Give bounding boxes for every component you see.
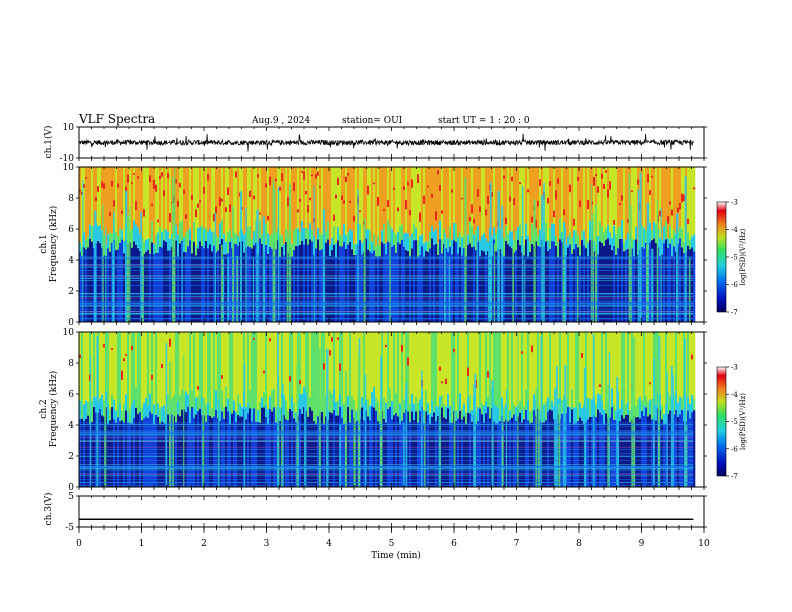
ch2-spectrogram-ylabel-line: ch.2 bbox=[39, 399, 49, 418]
ch2-spectrogram-ytick-label: 8 bbox=[68, 359, 74, 369]
ch1-waveform-trace bbox=[78, 133, 694, 152]
ch1-spectrogram-ylabel-line: ch.1 bbox=[39, 234, 49, 253]
ch1-spectrogram-panel: 0 2 4 6 8 10 bbox=[63, 163, 707, 328]
ch1-spectrogram-colorbar-tick-label: -7 bbox=[731, 309, 738, 317]
figure-title: VLF Spectra bbox=[78, 112, 155, 126]
ch3-waveform-ytick-label: -5 bbox=[65, 523, 74, 533]
ch1-spectrogram-ytick-label: 6 bbox=[68, 225, 74, 235]
ch2-spectrogram-ytick-label: 6 bbox=[68, 390, 74, 400]
ch2-spectrogram-ytick-label: 10 bbox=[63, 328, 75, 338]
x-axis-label: Time (min) bbox=[371, 550, 421, 561]
x-tick-label: 5 bbox=[389, 539, 395, 549]
ch2-spectrogram-panel: 0 2 4 6 8 10 bbox=[63, 328, 707, 493]
ch1-spectrogram-ylabel-line: Frequency (kHz) bbox=[48, 206, 59, 283]
x-tick-label: 7 bbox=[514, 539, 520, 549]
x-axis-ticks: 0 1 2 3 4 5 6 7 8 9 10 bbox=[76, 527, 710, 549]
x-tick-label: 9 bbox=[639, 539, 645, 549]
ch1-spectrogram-ytick-label: 8 bbox=[68, 194, 74, 204]
ch2-spectrogram-ytick-label: 2 bbox=[68, 452, 74, 462]
x-tick-label: 3 bbox=[264, 539, 270, 549]
ch2-spectrogram-colorbar-bar bbox=[716, 366, 727, 477]
station-label: station= OUI bbox=[342, 116, 403, 126]
x-tick-label: 2 bbox=[201, 539, 207, 549]
ch1-spectrogram-ytick-label: 2 bbox=[68, 287, 74, 297]
ch2-spectrogram-colorbar-tick-label: -6 bbox=[731, 445, 738, 453]
ch2-colorbar: -3 -4 -5 -6 -7 log(PSD)(V²/Hz) bbox=[716, 364, 747, 481]
ch1-waveform-ytick-label: -10 bbox=[60, 154, 75, 164]
ch1-spectrogram-ytick-label: 0 bbox=[68, 318, 74, 328]
ch1-spectrogram-colorbar-bar bbox=[716, 201, 727, 313]
x-tick-label: 0 bbox=[76, 539, 82, 549]
ch1-spectrogram-ytick-label: 10 bbox=[63, 163, 75, 173]
ch1-spectrogram-colorbar-tick-label: -6 bbox=[731, 281, 738, 289]
ch1-spectrogram-ylabel: ch.1 Frequency (kHz) bbox=[39, 206, 59, 283]
x-tick-label: 1 bbox=[139, 539, 145, 549]
date-label: Aug.9 , 2024 bbox=[251, 116, 310, 126]
x-tick-label: 6 bbox=[451, 539, 457, 549]
ch1-colorbar: -3 -4 -5 -6 -7 log(PSD)(V²/Hz) bbox=[716, 199, 747, 317]
x-tick-label: 10 bbox=[698, 539, 710, 549]
ch3-waveform-frame bbox=[78, 495, 705, 528]
x-tick-label: 4 bbox=[326, 539, 332, 549]
ch2-spectrogram-ytick-label: 4 bbox=[68, 421, 74, 431]
ch2-spectrogram-ylabel: ch.2 Frequency (kHz) bbox=[39, 371, 59, 448]
ch1-spectrogram-colorbar-tick-label: -4 bbox=[731, 226, 738, 234]
ch2-spectrogram-colorbar-tick-label: -4 bbox=[731, 391, 738, 399]
ch2-spectrogram-ytick-label: 0 bbox=[68, 483, 74, 493]
ch1-ylabel: ch.1(V) bbox=[43, 126, 54, 159]
start-time-label: start UT = 1 : 20 : 0 bbox=[438, 116, 530, 126]
ch2-spectrogram-ylabel-line: Frequency (kHz) bbox=[48, 371, 59, 448]
ch2-spectrogram-colorbar-tick-label: -3 bbox=[731, 364, 738, 372]
ch3-waveform-ytick-label: 5 bbox=[68, 492, 74, 502]
ch1-waveform-ytick-label: 10 bbox=[63, 123, 75, 133]
ch2-spectrogram-colorbar-tick-label: -7 bbox=[731, 473, 738, 481]
ch2-spectrogram-colorbar-tick-label: -5 bbox=[731, 418, 738, 426]
ch3-ylabel: ch.3(V) bbox=[43, 493, 54, 526]
ch3-waveform-panel: 5 -5 bbox=[65, 492, 707, 533]
ch2-spectrogram-image bbox=[79, 332, 704, 487]
ch1-spectrogram-image bbox=[79, 167, 704, 323]
ch1-spectrogram-colorbar-tick-label: -3 bbox=[731, 199, 738, 207]
ch2-spectrogram-colorbar-label: log(PSD)(V²/Hz) bbox=[739, 393, 747, 450]
ch1-spectrogram-colorbar-label: log(PSD)(V²/Hz) bbox=[739, 228, 747, 285]
x-tick-label: 8 bbox=[576, 539, 582, 549]
ch1-spectrogram-colorbar-tick-label: -5 bbox=[731, 254, 738, 262]
ch1-waveform-panel: 10 -10 bbox=[60, 123, 707, 164]
ch1-spectrogram-ytick-label: 4 bbox=[68, 256, 74, 266]
